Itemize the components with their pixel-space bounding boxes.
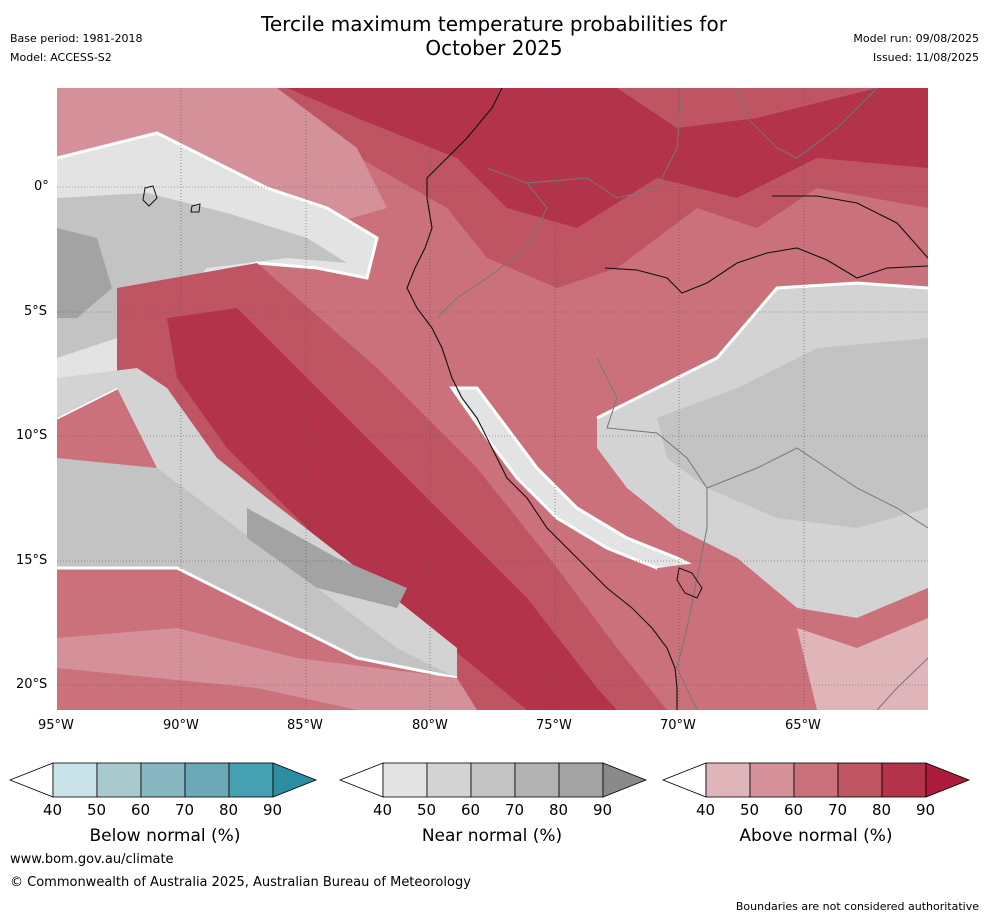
near-normal-70-region-southwest bbox=[57, 458, 457, 678]
above-normal-south-strip bbox=[57, 668, 357, 710]
coastline bbox=[406, 88, 678, 710]
galapagos-island bbox=[190, 203, 201, 213]
above-tick-70: 70 bbox=[828, 801, 848, 819]
lat-tick-15s: 15°S bbox=[16, 553, 48, 568]
copyright-text: © Commonwealth of Australia 2025, Austra… bbox=[10, 875, 471, 890]
amazon-river bbox=[604, 247, 928, 294]
near-tick-40: 40 bbox=[373, 801, 393, 819]
disclaimer-text: Boundaries are not considered authoritat… bbox=[735, 900, 979, 913]
above-normal-40-southeast bbox=[797, 618, 928, 710]
below-tick-60: 60 bbox=[131, 801, 151, 819]
title-line-2: October 2025 bbox=[425, 36, 563, 60]
below-normal-colorbar bbox=[8, 762, 318, 798]
near-normal-boundary-east bbox=[596, 281, 928, 420]
above-tick-90: 90 bbox=[916, 801, 936, 819]
lon-tick-65w: 65°W bbox=[785, 718, 821, 733]
below-tick-90: 90 bbox=[263, 801, 283, 819]
near-tick-60: 60 bbox=[461, 801, 481, 819]
above-tick-50: 50 bbox=[740, 801, 760, 819]
lon-tick-75w: 75°W bbox=[536, 718, 572, 733]
near-normal-boundary-southwest bbox=[57, 566, 458, 680]
below-tick-70: 70 bbox=[175, 801, 195, 819]
above-tick-80: 80 bbox=[872, 801, 892, 819]
lat-tick-10s: 10°S bbox=[16, 428, 48, 443]
title-line-1: Tercile maximum temperature probabilitie… bbox=[261, 12, 727, 36]
near-tick-50: 50 bbox=[417, 801, 437, 819]
page-title: Tercile maximum temperature probabilitie… bbox=[0, 12, 988, 60]
graticule bbox=[57, 88, 928, 710]
above-normal-label: Above normal (%) bbox=[739, 826, 893, 846]
near-normal-colorbar bbox=[338, 762, 648, 798]
probability-map bbox=[57, 88, 928, 710]
base-period-label: Base period: 1981-2018 bbox=[10, 32, 143, 45]
lat-tick-0: 0° bbox=[34, 179, 49, 194]
lake-titicaca bbox=[676, 567, 703, 599]
lon-tick-90w: 90°W bbox=[163, 718, 199, 733]
above-tick-60: 60 bbox=[784, 801, 804, 819]
country-border bbox=[706, 447, 928, 529]
below-normal-label: Below normal (%) bbox=[89, 826, 241, 846]
below-tick-80: 80 bbox=[219, 801, 239, 819]
near-normal-coastal-ribbon bbox=[449, 386, 698, 570]
near-normal-label: Near normal (%) bbox=[421, 826, 563, 846]
above-normal-80-region bbox=[287, 88, 928, 228]
river-north bbox=[772, 195, 928, 259]
lon-tick-70w: 70°W bbox=[660, 718, 696, 733]
above-normal-ridge-core bbox=[167, 308, 617, 710]
lon-tick-85w: 85°W bbox=[287, 718, 323, 733]
near-normal-90-region-west bbox=[57, 228, 112, 318]
below-tick-50: 50 bbox=[87, 801, 107, 819]
lon-tick-95w: 95°W bbox=[38, 718, 74, 733]
near-tick-90: 90 bbox=[593, 801, 613, 819]
lat-tick-5s: 5°S bbox=[24, 304, 48, 319]
lon-tick-80w: 80°W bbox=[412, 718, 448, 733]
country-border bbox=[876, 657, 928, 710]
country-border bbox=[526, 88, 683, 199]
model-label: Model: ACCESS-S2 bbox=[10, 51, 112, 64]
issued-label: Issued: 11/08/2025 bbox=[872, 51, 979, 64]
galapagos-island bbox=[142, 185, 158, 207]
below-tick-40: 40 bbox=[43, 801, 63, 819]
lat-tick-20s: 20°S bbox=[16, 677, 48, 692]
website-link[interactable]: www.bom.gov.au/climate bbox=[10, 852, 174, 867]
model-run-label: Model run: 09/08/2025 bbox=[853, 32, 979, 45]
near-tick-70: 70 bbox=[505, 801, 525, 819]
near-tick-80: 80 bbox=[549, 801, 569, 819]
above-tick-40: 40 bbox=[696, 801, 716, 819]
above-normal-colorbar bbox=[661, 762, 971, 798]
country-border bbox=[736, 88, 878, 159]
near-normal-90-region-southwest bbox=[247, 508, 407, 608]
